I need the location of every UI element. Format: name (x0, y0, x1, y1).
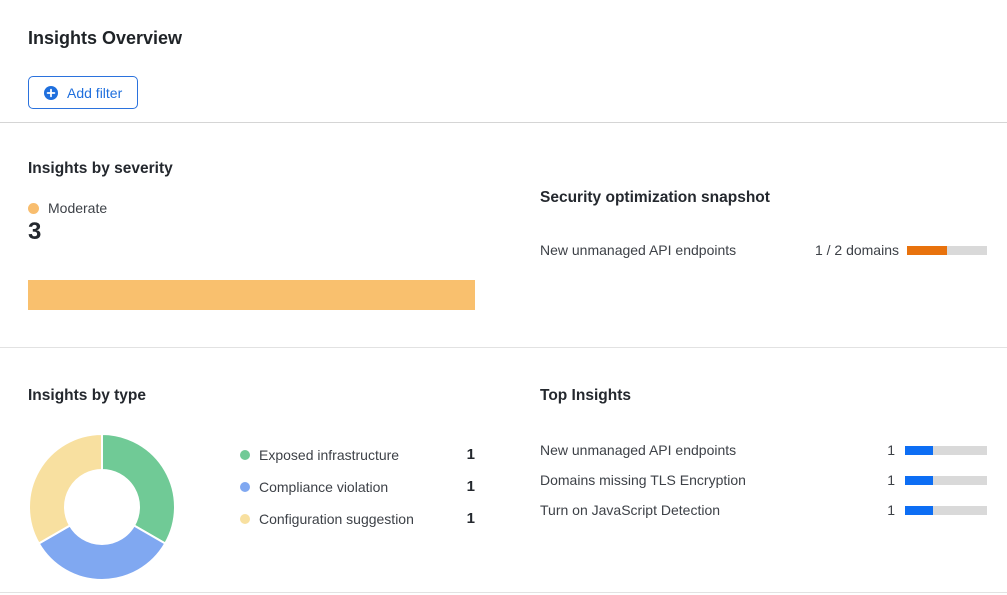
snapshot-row: New unmanaged API endpoints 1 / 2 domain… (540, 236, 987, 264)
top-insight-row: New unmanaged API endpoints 1 (540, 435, 987, 465)
snapshot-progress-fill (907, 245, 947, 255)
configuration-suggestion-dot (240, 513, 250, 524)
page-title: Insights Overview (28, 28, 183, 48)
top-insight-progress-bar (905, 475, 987, 485)
top-insight-count: 1 (887, 472, 895, 488)
donut-segment-configuration-suggestion (28, 433, 103, 545)
top-insight-label: Domains missing TLS Encryption (540, 472, 746, 488)
donut-segment-exposed-infrastructure (101, 433, 176, 545)
snapshot-row-value: 1 / 2 domains (814, 242, 899, 258)
compliance-violation-dot (240, 481, 250, 492)
top-insight-progress-bar (905, 505, 987, 515)
type-legend-label: Configuration suggestion (259, 510, 414, 527)
moderate-legend-label: Moderate (48, 200, 108, 216)
snapshot-progress-bar (907, 245, 987, 255)
exposed-infrastructure-dot (240, 449, 250, 460)
header-divider (0, 122, 1007, 123)
top-insight-progress-bar (905, 445, 987, 455)
type-legend-label: Exposed infrastructure (259, 446, 400, 463)
type-legend-label: Compliance violation (259, 478, 389, 495)
type-legend-item: Compliance violation 1 (240, 478, 475, 495)
top-insights-list: New unmanaged API endpoints 1 Domains mi… (540, 435, 987, 525)
top-insight-progress-fill (905, 475, 933, 485)
top-insight-progress-fill (905, 505, 933, 515)
severity-legend-item: Moderate (28, 200, 107, 216)
type-legend-count: 1 (466, 478, 475, 495)
top-insight-count: 1 (887, 502, 895, 518)
top-insight-label: New unmanaged API endpoints (540, 442, 737, 458)
moderate-legend-dot (28, 202, 39, 214)
type-legend-count: 1 (466, 510, 475, 527)
top-insights-section-title: Top Insights (540, 387, 631, 404)
severity-count: 3 (28, 218, 42, 245)
top-insight-count: 1 (887, 442, 895, 458)
top-insight-row: Domains missing TLS Encryption 1 (540, 465, 987, 495)
top-insight-row: Turn on JavaScript Detection 1 (540, 495, 987, 525)
mid-divider (0, 347, 1007, 348)
donut-segment-compliance-violation (37, 524, 167, 581)
type-legend-count: 1 (466, 446, 475, 463)
snapshot-section-title: Security optimization snapshot (540, 189, 770, 206)
severity-bar-chart (28, 280, 475, 310)
add-filter-label: Add filter (67, 84, 123, 101)
insights-type-donut-chart (28, 433, 176, 581)
bottom-divider (0, 592, 1007, 593)
type-legend-item: Exposed infrastructure 1 (240, 446, 475, 463)
plus-circle-icon (44, 85, 58, 100)
top-insight-label: Turn on JavaScript Detection (540, 502, 721, 518)
type-legend-item: Configuration suggestion 1 (240, 510, 475, 527)
add-filter-button[interactable]: Add filter (28, 76, 139, 109)
severity-section-title: Insights by severity (28, 160, 173, 177)
type-section-title: Insights by type (28, 387, 146, 404)
top-insight-progress-fill (905, 445, 933, 455)
snapshot-row-label: New unmanaged API endpoints (540, 242, 737, 258)
